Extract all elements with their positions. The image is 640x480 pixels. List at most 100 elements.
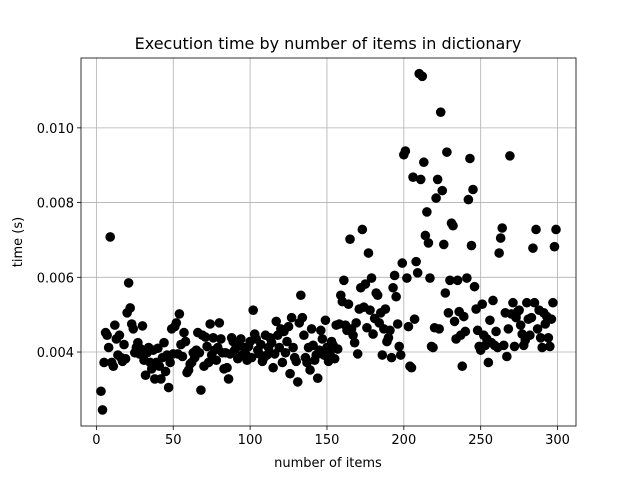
point — [236, 334, 246, 344]
point — [103, 342, 114, 353]
point — [431, 193, 441, 203]
point — [438, 239, 449, 250]
point — [180, 336, 191, 347]
point — [222, 362, 232, 373]
x-tick-label: 300 — [545, 433, 570, 448]
point — [153, 343, 163, 354]
point — [442, 147, 452, 157]
point — [522, 297, 532, 308]
point — [174, 309, 185, 319]
y-tick-label: 0.004 — [37, 346, 74, 361]
point — [248, 305, 258, 315]
point — [357, 224, 368, 235]
point — [349, 337, 360, 348]
point — [545, 341, 555, 352]
point — [200, 332, 211, 342]
point — [543, 333, 554, 343]
point — [283, 321, 294, 332]
point — [531, 224, 541, 235]
point — [412, 268, 423, 278]
x-tick-label: 100 — [238, 433, 263, 448]
point — [528, 243, 538, 253]
point — [280, 347, 291, 358]
point — [422, 207, 432, 217]
point — [468, 184, 478, 195]
point — [363, 248, 374, 258]
point — [392, 319, 403, 329]
point — [419, 157, 429, 168]
point — [119, 339, 129, 350]
point — [477, 299, 488, 310]
point — [546, 314, 557, 324]
point — [525, 330, 535, 341]
point — [386, 352, 397, 363]
point — [292, 377, 303, 387]
point — [465, 153, 475, 164]
point — [549, 241, 560, 252]
point — [397, 258, 408, 268]
point — [362, 322, 372, 333]
point — [114, 330, 125, 341]
point — [171, 318, 182, 328]
point — [509, 341, 520, 352]
point — [389, 270, 400, 281]
x-tick-label: 0 — [92, 433, 100, 448]
chart-title: Execution time by number of items in dic… — [135, 34, 522, 53]
y-axis-label: time (s) — [11, 217, 26, 267]
point — [163, 382, 174, 393]
point — [448, 220, 458, 231]
point — [208, 333, 219, 343]
point — [316, 325, 326, 336]
point — [394, 341, 405, 352]
point — [498, 340, 509, 351]
point — [380, 304, 391, 314]
point — [159, 337, 169, 348]
x-tick-label: 200 — [391, 433, 416, 448]
point — [96, 386, 106, 397]
point — [271, 316, 282, 327]
point — [296, 290, 306, 301]
point — [440, 288, 451, 298]
point — [352, 349, 363, 359]
x-tick-label: 150 — [315, 433, 340, 448]
point — [402, 273, 412, 283]
point — [488, 295, 498, 306]
point — [502, 351, 512, 362]
point — [365, 305, 375, 315]
point — [423, 238, 434, 248]
plot-frame — [80, 57, 577, 427]
point — [445, 275, 455, 286]
point — [286, 312, 297, 323]
point — [351, 318, 361, 328]
point — [551, 224, 561, 235]
point — [409, 314, 420, 324]
point — [282, 336, 292, 347]
point — [495, 233, 506, 243]
point — [345, 234, 355, 244]
point — [329, 353, 340, 364]
y-tick-label: 0.008 — [37, 197, 74, 212]
point — [483, 357, 494, 368]
point — [432, 174, 443, 185]
point — [548, 297, 558, 308]
point — [494, 248, 504, 258]
point — [165, 357, 175, 368]
point — [462, 273, 472, 283]
point — [320, 315, 331, 326]
point — [306, 324, 317, 334]
point — [299, 330, 309, 341]
point — [214, 318, 225, 328]
point — [406, 362, 417, 373]
point — [137, 321, 148, 331]
point — [291, 356, 302, 367]
point — [317, 334, 328, 344]
point — [140, 370, 151, 380]
point — [123, 278, 134, 288]
point — [428, 342, 438, 353]
point — [203, 357, 214, 368]
point — [277, 357, 288, 368]
point — [532, 324, 543, 334]
point — [377, 350, 388, 360]
point — [205, 319, 215, 329]
point — [460, 326, 471, 337]
